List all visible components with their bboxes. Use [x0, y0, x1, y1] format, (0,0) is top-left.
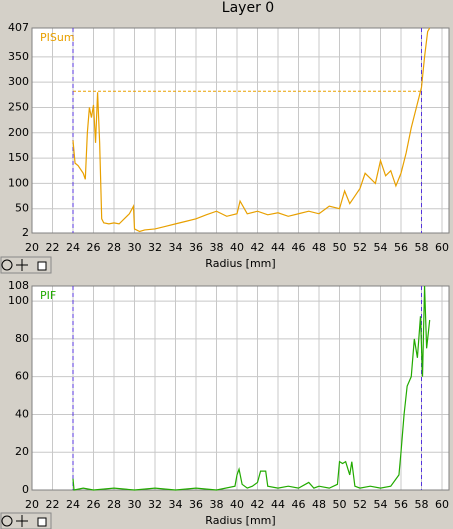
x-tick-label: 52 [353, 241, 367, 254]
x-tick-label: 34 [169, 241, 183, 254]
window-title: Layer 0 [222, 0, 274, 16]
y-tick-label: 0 [22, 483, 29, 496]
y-tick-label: 150 [8, 151, 29, 164]
x-tick-label: 26 [87, 241, 101, 254]
x-tick-label: 28 [107, 241, 121, 254]
x-tick-label: 20 [25, 241, 39, 254]
data-line [72, 27, 431, 233]
plot-border [31, 285, 450, 491]
x-tick-label: 38 [210, 498, 224, 511]
x-tick-label: 48 [312, 498, 326, 511]
zoom-icon[interactable] [1, 515, 13, 527]
legend-label: PISum [40, 31, 75, 44]
x-tick-label: 26 [87, 498, 101, 511]
data-line [72, 285, 431, 491]
x-tick-label: 54 [374, 241, 388, 254]
y-tick-label: 300 [8, 75, 29, 88]
x-tick-label: 58 [415, 498, 429, 511]
x-tick-label: 32 [148, 498, 162, 511]
toolbar[interactable] [0, 256, 52, 529]
x-tick-label: 54 [374, 498, 388, 511]
x-tick-label: 56 [394, 498, 408, 511]
title-bar [0, 0, 453, 18]
x-tick-label: 60 [435, 498, 449, 511]
y-tick-label: 108 [8, 279, 29, 292]
y-tick-label: 407 [8, 21, 29, 34]
plot-area [32, 286, 449, 490]
x-tick-label: 28 [107, 498, 121, 511]
x-tick-label: 20 [25, 498, 39, 511]
x-tick-label: 30 [128, 241, 142, 254]
pan-icon[interactable] [16, 515, 28, 527]
x-tick-label: 24 [66, 498, 80, 511]
x-tick-label: 46 [292, 241, 306, 254]
y-tick-label: 50 [15, 202, 29, 215]
x-tick-label: 38 [210, 241, 224, 254]
x-tick-label: 46 [292, 498, 306, 511]
y-tick-label: 20 [15, 445, 29, 458]
hand-icon[interactable] [37, 517, 47, 527]
x-tick-label: 50 [333, 241, 347, 254]
x-tick-label: 52 [353, 498, 367, 511]
x-axis-label: Radius [mm] [205, 514, 275, 527]
x-tick-label: 32 [148, 241, 162, 254]
x-tick-label: 40 [230, 241, 244, 254]
x-tick-label: 22 [46, 241, 60, 254]
hand-icon[interactable] [37, 261, 47, 271]
x-tick-label: 22 [46, 498, 60, 511]
y-tick-label: 40 [15, 407, 29, 420]
y-tick-label: 100 [8, 176, 29, 189]
x-tick-label: 40 [230, 498, 244, 511]
legend-label: PIF [40, 289, 56, 302]
x-tick-label: 30 [128, 498, 142, 511]
x-tick-label: 36 [189, 241, 203, 254]
y-tick-label: 60 [15, 370, 29, 383]
x-tick-label: 50 [333, 498, 347, 511]
y-tick-label: 200 [8, 126, 29, 139]
x-tick-label: 60 [435, 241, 449, 254]
x-tick-label: 36 [189, 498, 203, 511]
y-tick-label: 80 [15, 332, 29, 345]
y-tick-label: 2 [22, 226, 29, 239]
x-tick-label: 44 [271, 498, 285, 511]
y-tick-label: 350 [8, 50, 29, 63]
zoom-icon[interactable] [1, 259, 13, 271]
y-tick-label: 250 [8, 100, 29, 113]
x-tick-label: 58 [415, 241, 429, 254]
x-tick-label: 42 [251, 498, 265, 511]
x-tick-label: 48 [312, 241, 326, 254]
x-axis-label: Radius [mm] [205, 257, 275, 270]
x-tick-label: 34 [169, 498, 183, 511]
x-tick-label: 44 [271, 241, 285, 254]
y-tick-label: 100 [8, 294, 29, 307]
x-tick-label: 42 [251, 241, 265, 254]
pan-icon[interactable] [16, 259, 28, 271]
x-tick-label: 56 [394, 241, 408, 254]
x-tick-label: 24 [66, 241, 80, 254]
plot-border [31, 27, 450, 234]
